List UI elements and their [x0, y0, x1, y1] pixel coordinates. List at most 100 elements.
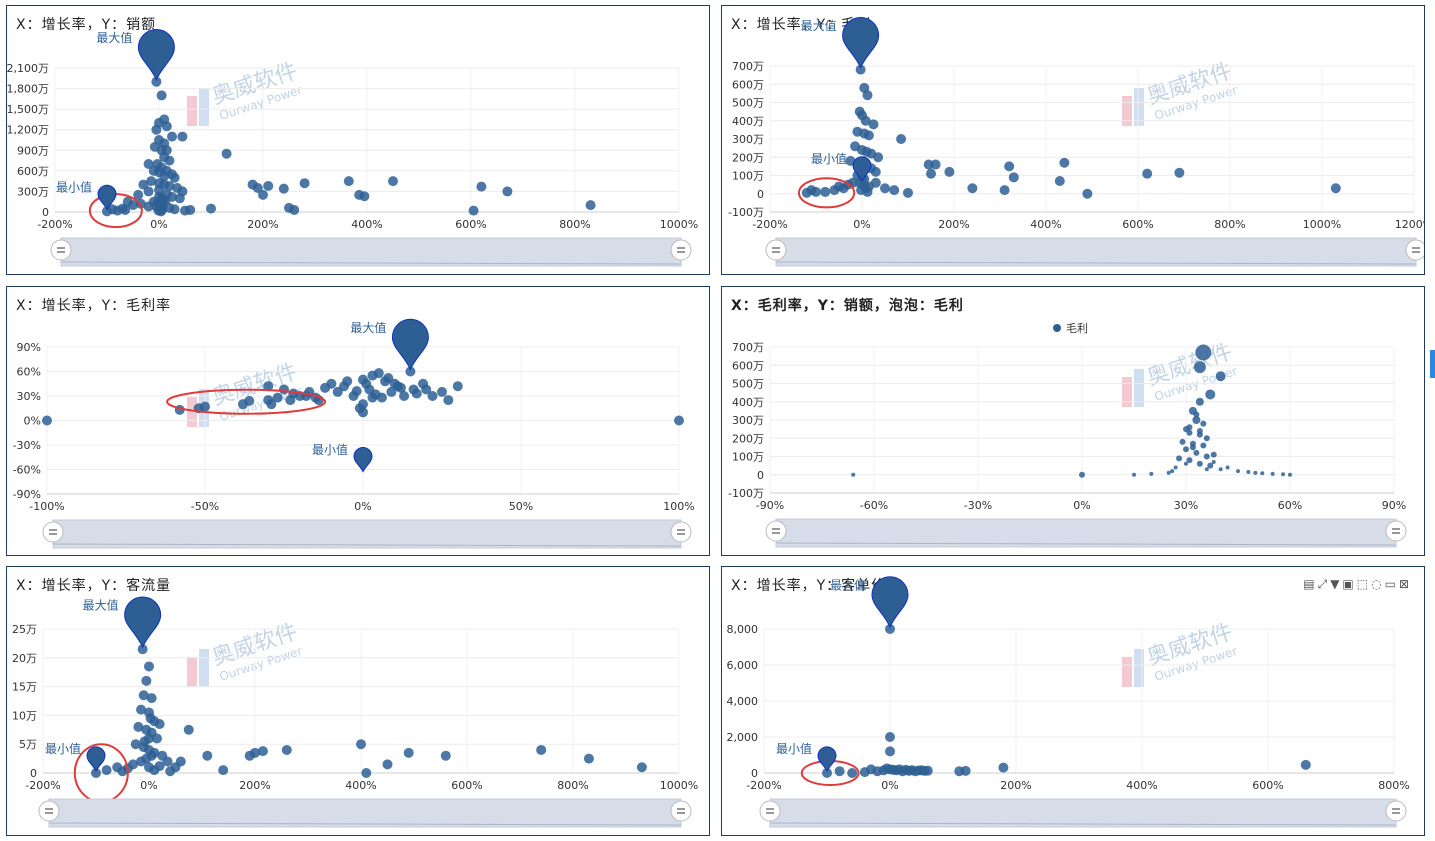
data-point — [880, 183, 890, 194]
x-tick-label: 600% — [1252, 779, 1283, 792]
filter-icon[interactable]: ▼ — [1330, 577, 1343, 591]
y-tick-label: 0% — [24, 415, 41, 428]
data-point — [175, 756, 186, 767]
zoom-handle-left[interactable] — [42, 521, 64, 543]
zoom-handle-right[interactable] — [670, 239, 692, 261]
restore-icon[interactable]: ▭ — [1384, 577, 1399, 591]
y-tick-label: 100万 — [732, 170, 764, 183]
y-tick-label: 600万 — [732, 78, 764, 91]
zoom-handle-right[interactable] — [670, 521, 692, 543]
lasso-icon[interactable]: ◌ — [1371, 577, 1385, 591]
y-tick-label: 600万 — [17, 165, 49, 178]
data-point — [1193, 449, 1200, 456]
zoom-handle-right[interactable] — [1385, 800, 1407, 822]
x-tick-label: 400% — [351, 218, 382, 231]
data-point — [258, 189, 268, 200]
zoom-handle-right[interactable] — [1405, 239, 1425, 261]
zoom-track — [60, 237, 682, 267]
data-point — [151, 733, 162, 744]
data-point — [1200, 442, 1207, 449]
data-point — [1246, 470, 1251, 475]
data-point — [1193, 361, 1206, 374]
y-tick-label: 25万 — [12, 623, 37, 636]
x-tick-label: -200% — [752, 218, 787, 231]
data-point — [923, 159, 934, 170]
data-point — [200, 401, 210, 412]
data-point — [91, 768, 101, 778]
data-point — [1059, 157, 1070, 168]
data-point — [1179, 438, 1186, 445]
data-point — [1196, 460, 1203, 467]
download-icon[interactable]: ▣ — [1342, 577, 1357, 591]
y-tick-label: 6,000 — [727, 659, 759, 672]
y-tick-label: 30% — [17, 390, 41, 403]
zoom-handle-right[interactable] — [1385, 520, 1407, 542]
clear-icon[interactable]: ⊠ — [1398, 577, 1412, 591]
data-point — [1300, 759, 1311, 770]
data-point — [862, 90, 873, 101]
zoom-handle-right[interactable] — [670, 800, 692, 822]
data-point — [801, 187, 812, 198]
data-zoom — [50, 237, 692, 267]
handle-knob — [1405, 239, 1424, 261]
min-marker: 最小值 — [56, 180, 117, 211]
watermark-logo-bar — [1134, 649, 1144, 687]
data-point — [138, 690, 149, 701]
data-point — [128, 200, 138, 211]
data-point — [289, 204, 300, 215]
data-point — [146, 750, 157, 761]
zoom-handle-left[interactable] — [50, 239, 72, 261]
y-tick-label: 8,000 — [727, 623, 759, 636]
data-point — [143, 159, 154, 169]
x-tick-label: 200% — [938, 218, 969, 231]
y-tick-label: 0 — [751, 767, 758, 780]
expand-icon[interactable]: ⤢ — [1317, 577, 1331, 591]
zoom-handle-left[interactable] — [759, 800, 781, 822]
pin-label: 最小值 — [312, 442, 348, 457]
data-point — [354, 403, 365, 414]
data-point — [820, 186, 831, 197]
data-point — [159, 171, 170, 182]
y-tick-label: 2,100万 — [7, 62, 49, 75]
y-tick-label: 900万 — [17, 144, 49, 157]
data-point — [141, 675, 152, 686]
y-tick-label: 20万 — [12, 652, 37, 665]
zoom-handle-left[interactable] — [765, 520, 787, 542]
table-icon[interactable]: ▤ — [1303, 577, 1318, 591]
data-point — [1205, 389, 1216, 400]
y-tick-label: 300万 — [17, 185, 49, 198]
zoom-handle-left[interactable] — [38, 800, 60, 822]
map-pin-icon — [842, 16, 880, 69]
data-point — [1211, 459, 1216, 464]
pin-label: 最大值 — [350, 320, 386, 335]
data-point — [144, 661, 154, 672]
x-tick-label: -200% — [25, 779, 60, 792]
data-point — [151, 124, 162, 135]
pin-label: 最大值 — [830, 577, 866, 592]
y-tick-label: -60% — [13, 464, 41, 477]
zoom-shadow-line — [52, 543, 682, 547]
data-point — [885, 746, 895, 757]
y-tick-label: 10万 — [12, 709, 37, 722]
x-tick-label: 1000% — [1303, 218, 1341, 231]
y-tick-label: 0 — [757, 188, 764, 201]
zoom-shadow-line — [60, 261, 682, 265]
x-tick-label: 600% — [455, 218, 486, 231]
handle-knob — [670, 239, 692, 261]
data-point — [443, 395, 454, 406]
zoom-handle-left[interactable] — [765, 239, 787, 261]
y-tick-label: 15万 — [12, 681, 37, 694]
data-point — [263, 381, 274, 392]
data-point — [102, 206, 112, 217]
data-point — [272, 392, 283, 403]
handle-knob — [50, 239, 72, 261]
watermark-logo-bar — [199, 649, 209, 687]
select-icon[interactable]: ⬚ — [1356, 577, 1372, 591]
